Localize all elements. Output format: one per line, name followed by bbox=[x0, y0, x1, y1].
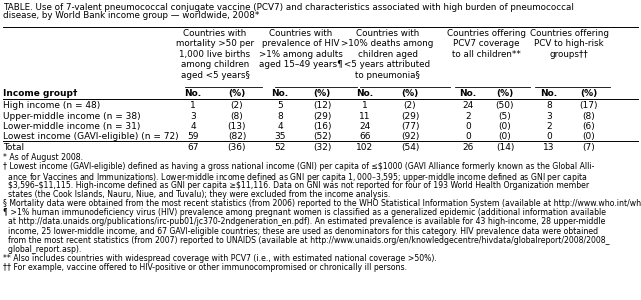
Text: Countries with
mortality >50 per
1,000 live births
among children
aged <5 years§: Countries with mortality >50 per 1,000 l… bbox=[176, 29, 254, 80]
Text: ** Also includes countries with widespread coverage with PCV7 (i.e., with estima: ** Also includes countries with widespre… bbox=[3, 254, 437, 263]
Text: disease, by World Bank income group — worldwide, 2008*: disease, by World Bank income group — wo… bbox=[3, 11, 260, 20]
Text: 24: 24 bbox=[360, 122, 370, 131]
Text: (13): (13) bbox=[228, 122, 246, 131]
Text: 2: 2 bbox=[465, 112, 470, 121]
Text: No.: No. bbox=[460, 89, 476, 98]
Text: (%): (%) bbox=[580, 89, 597, 98]
Text: (54): (54) bbox=[401, 143, 419, 152]
Text: (0): (0) bbox=[583, 132, 595, 141]
Text: 35: 35 bbox=[274, 132, 286, 141]
Text: (17): (17) bbox=[579, 101, 598, 110]
Text: Countries with
>10% deaths among
children aged
<5 years attributed
to pneumonia§: Countries with >10% deaths among childre… bbox=[341, 29, 434, 80]
Text: Lower-middle income (n = 31): Lower-middle income (n = 31) bbox=[3, 122, 140, 131]
Text: (2): (2) bbox=[404, 101, 416, 110]
Text: * As of August 2008.: * As of August 2008. bbox=[3, 153, 83, 162]
Text: 1: 1 bbox=[362, 101, 368, 110]
Text: ¶ >1% human immunodeficiency virus (HIV) prevalence among pregnant women is clas: ¶ >1% human immunodeficiency virus (HIV)… bbox=[3, 208, 606, 217]
Text: 8: 8 bbox=[546, 101, 552, 110]
Text: (14): (14) bbox=[495, 143, 514, 152]
Text: (%): (%) bbox=[496, 89, 513, 98]
Text: 2: 2 bbox=[546, 122, 552, 131]
Text: (%): (%) bbox=[401, 89, 419, 98]
Text: 4: 4 bbox=[277, 122, 283, 131]
Text: (7): (7) bbox=[583, 143, 595, 152]
Text: (36): (36) bbox=[228, 143, 246, 152]
Text: (16): (16) bbox=[313, 122, 331, 131]
Text: (%): (%) bbox=[313, 89, 331, 98]
Text: (82): (82) bbox=[228, 132, 246, 141]
Text: from the most recent statistics (from 2007) reported to UNAIDS (available at htt: from the most recent statistics (from 20… bbox=[3, 236, 610, 245]
Text: 5: 5 bbox=[277, 101, 283, 110]
Text: 52: 52 bbox=[274, 143, 286, 152]
Text: (6): (6) bbox=[583, 122, 595, 131]
Text: (29): (29) bbox=[401, 112, 419, 121]
Text: No.: No. bbox=[185, 89, 201, 98]
Text: at http://data.unaids.org/publications/irc-pub01/jc370-2ndgeneration_en.pdf). An: at http://data.unaids.org/publications/i… bbox=[3, 218, 605, 226]
Text: (12): (12) bbox=[313, 101, 331, 110]
Text: 67: 67 bbox=[187, 143, 199, 152]
Text: (0): (0) bbox=[499, 122, 512, 131]
Text: (50): (50) bbox=[495, 101, 514, 110]
Text: Countries offering
PCV7 coverage
to all children**: Countries offering PCV7 coverage to all … bbox=[447, 29, 526, 59]
Text: High income (n = 48): High income (n = 48) bbox=[3, 101, 100, 110]
Text: $3,596–$11,115. High-income defined as GNI per capita ≥$11,116. Data on GNI was : $3,596–$11,115. High-income defined as G… bbox=[3, 181, 589, 190]
Text: Income group†: Income group† bbox=[3, 89, 78, 98]
Text: 102: 102 bbox=[356, 143, 374, 152]
Text: Countries with
prevalence of HIV
>1% among adults
aged 15–49 years¶: Countries with prevalence of HIV >1% amo… bbox=[259, 29, 343, 69]
Text: (0): (0) bbox=[499, 132, 512, 141]
Text: Total: Total bbox=[3, 143, 24, 152]
Text: Countries offering
PCV to high-risk
groups††: Countries offering PCV to high-risk grou… bbox=[529, 29, 608, 59]
Text: 24: 24 bbox=[462, 101, 474, 110]
Text: 26: 26 bbox=[462, 143, 474, 152]
Text: global_report.asp).: global_report.asp). bbox=[3, 245, 81, 254]
Text: 1: 1 bbox=[190, 101, 196, 110]
Text: 4: 4 bbox=[190, 122, 196, 131]
Text: † Lowest income (GAVI-eligible) defined as having a gross national income (GNI) : † Lowest income (GAVI-eligible) defined … bbox=[3, 162, 594, 171]
Text: (8): (8) bbox=[583, 112, 595, 121]
Text: (2): (2) bbox=[231, 101, 244, 110]
Text: No.: No. bbox=[540, 89, 558, 98]
Text: No.: No. bbox=[271, 89, 288, 98]
Text: (29): (29) bbox=[313, 112, 331, 121]
Text: 3: 3 bbox=[546, 112, 552, 121]
Text: states (the Cook Islands, Nauru, Niue, and Tuvalu); they were excluded from the : states (the Cook Islands, Nauru, Niue, a… bbox=[3, 190, 390, 199]
Text: 0: 0 bbox=[465, 132, 471, 141]
Text: Lowest income (GAVI-eligible) (n = 72): Lowest income (GAVI-eligible) (n = 72) bbox=[3, 132, 179, 141]
Text: No.: No. bbox=[356, 89, 374, 98]
Text: 3: 3 bbox=[190, 112, 196, 121]
Text: 8: 8 bbox=[277, 112, 283, 121]
Text: †† For example, vaccine offered to HIV-positive or other immunocompromised or ch: †† For example, vaccine offered to HIV-p… bbox=[3, 263, 407, 272]
Text: (32): (32) bbox=[313, 143, 331, 152]
Text: (%): (%) bbox=[228, 89, 246, 98]
Text: 11: 11 bbox=[359, 112, 370, 121]
Text: 59: 59 bbox=[187, 132, 199, 141]
Text: 13: 13 bbox=[544, 143, 554, 152]
Text: (77): (77) bbox=[401, 122, 419, 131]
Text: (52): (52) bbox=[313, 132, 331, 141]
Text: 0: 0 bbox=[546, 132, 552, 141]
Text: Upper-middle income (n = 38): Upper-middle income (n = 38) bbox=[3, 112, 140, 121]
Text: 66: 66 bbox=[359, 132, 370, 141]
Text: income, 25 lower-middle income, and 67 GAVI-eligible countries; these are used a: income, 25 lower-middle income, and 67 G… bbox=[3, 226, 598, 236]
Text: (92): (92) bbox=[401, 132, 419, 141]
Text: (8): (8) bbox=[231, 112, 244, 121]
Text: ance for Vaccines and Immunizations). Lower-middle income defined as GNI per cap: ance for Vaccines and Immunizations). Lo… bbox=[3, 171, 587, 184]
Text: TABLE. Use of 7-valent pneumococcal conjugate vaccine (PCV7) and characteristics: TABLE. Use of 7-valent pneumococcal conj… bbox=[3, 3, 574, 12]
Text: 0: 0 bbox=[465, 122, 471, 131]
Text: (5): (5) bbox=[499, 112, 512, 121]
Text: § Mortality data were obtained from the most recent statistics (from 2006) repor: § Mortality data were obtained from the … bbox=[3, 199, 641, 208]
